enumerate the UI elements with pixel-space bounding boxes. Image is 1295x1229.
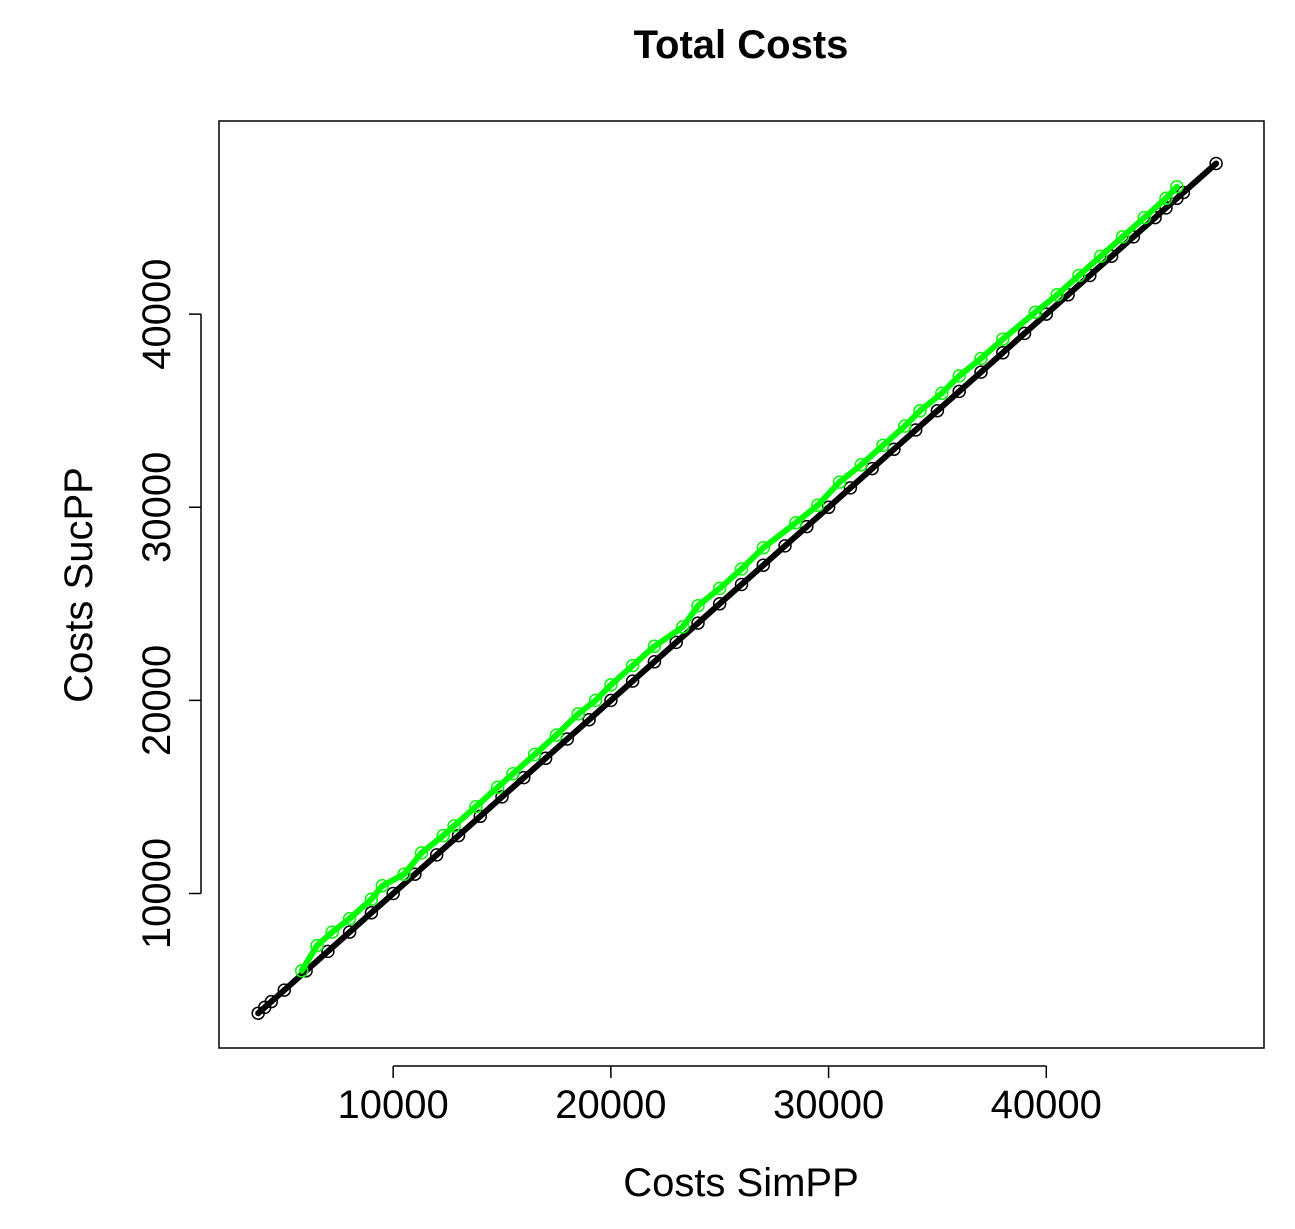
chart-title: Total Costs xyxy=(634,23,849,67)
data-point xyxy=(364,906,379,920)
data-point xyxy=(1072,268,1086,283)
series-line xyxy=(298,183,1180,974)
data-point xyxy=(996,346,1010,360)
data-point xyxy=(843,481,858,495)
data-point xyxy=(1159,191,1173,206)
data-point xyxy=(364,892,379,907)
data-point xyxy=(669,635,683,650)
data-point xyxy=(325,925,339,939)
data-point xyxy=(294,964,309,978)
x-tick-label: 30000 xyxy=(773,1083,884,1127)
x-tick-label: 10000 xyxy=(338,1083,449,1127)
data-point xyxy=(582,712,596,727)
y-axis-label: Costs SucPP xyxy=(57,467,101,703)
data-point xyxy=(321,944,335,959)
data-point xyxy=(277,983,292,997)
data-point xyxy=(414,846,429,860)
data-point xyxy=(778,539,792,553)
series-layer xyxy=(251,156,1223,1020)
data-point xyxy=(310,938,324,953)
data-point xyxy=(588,693,603,708)
data-point xyxy=(756,558,771,572)
data-point xyxy=(1137,210,1152,225)
data-point xyxy=(342,911,357,926)
data-point xyxy=(810,498,825,513)
data-point xyxy=(712,597,727,611)
data-point xyxy=(913,403,927,418)
data-point xyxy=(1050,288,1064,302)
data-point xyxy=(625,674,640,688)
data-point xyxy=(952,384,966,399)
data-point xyxy=(952,369,966,383)
data-point xyxy=(876,438,890,453)
y-tick-label: 40000 xyxy=(135,259,179,370)
x-tick-label: 20000 xyxy=(555,1083,666,1127)
data-point xyxy=(604,678,618,692)
data-point xyxy=(647,655,662,669)
data-point xyxy=(604,693,618,708)
data-point xyxy=(854,458,868,472)
data-point xyxy=(549,728,564,742)
series-0 xyxy=(251,156,1223,1020)
data-point xyxy=(386,886,400,901)
data-point xyxy=(571,707,585,721)
series-line xyxy=(255,160,1220,1017)
x-tick-label: 40000 xyxy=(991,1083,1102,1127)
data-point xyxy=(898,419,912,433)
data-point xyxy=(756,541,771,555)
x-axis: 10000 20000 30000 40000 xyxy=(338,1065,1102,1127)
data-point xyxy=(469,799,483,814)
data-point xyxy=(429,848,444,862)
data-point xyxy=(375,879,390,893)
data-point xyxy=(675,620,690,634)
data-point xyxy=(789,515,803,530)
plot-frame xyxy=(218,120,1265,1049)
data-point xyxy=(447,819,461,833)
data-point xyxy=(734,577,749,592)
data-point xyxy=(1028,305,1043,319)
series-1 xyxy=(294,179,1184,978)
data-point xyxy=(1115,230,1130,244)
data-point xyxy=(342,925,357,939)
data-point xyxy=(974,351,988,366)
data-point xyxy=(691,616,705,630)
data-point xyxy=(436,828,450,843)
data-point xyxy=(1209,156,1223,171)
data-point xyxy=(734,562,749,576)
data-point xyxy=(712,581,727,596)
data-point xyxy=(1017,326,1032,341)
data-point xyxy=(832,475,847,489)
data-point xyxy=(490,780,505,795)
data-point xyxy=(647,639,662,654)
data-point xyxy=(935,386,949,401)
y-tick-label: 30000 xyxy=(135,452,179,563)
data-point xyxy=(527,747,542,762)
data-point xyxy=(408,867,422,881)
data-point xyxy=(1093,249,1108,263)
y-tick-label: 20000 xyxy=(135,645,179,756)
data-point xyxy=(264,994,279,1009)
x-axis-label: Costs SimPP xyxy=(623,1161,859,1205)
data-point xyxy=(397,867,411,881)
data-point xyxy=(1039,307,1054,321)
data-point xyxy=(974,365,988,379)
data-point xyxy=(930,403,945,418)
data-point xyxy=(1170,179,1184,194)
data-point xyxy=(996,332,1010,346)
data-point xyxy=(691,598,705,613)
data-point xyxy=(506,767,520,781)
data-point xyxy=(625,658,640,673)
y-axis: 10000 20000 30000 40000 xyxy=(135,259,202,949)
y-tick-label: 10000 xyxy=(135,838,179,949)
